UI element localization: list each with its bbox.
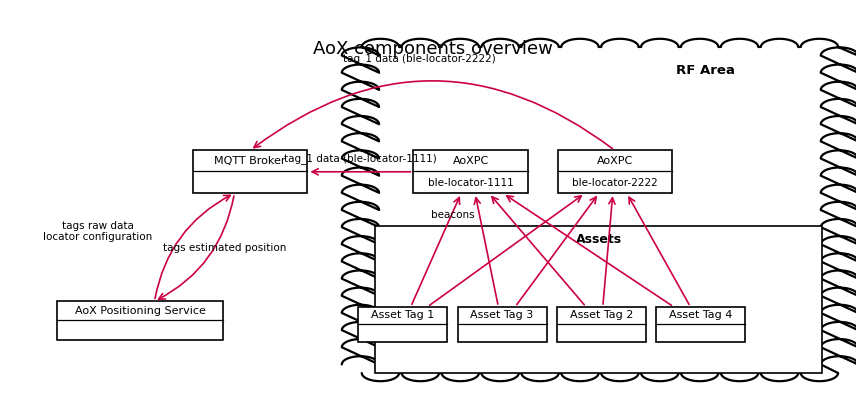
Text: AoXPC: AoXPC — [597, 156, 633, 166]
FancyBboxPatch shape — [458, 307, 547, 342]
Text: RF Area: RF Area — [676, 64, 734, 77]
Text: Asset Tag 1: Asset Tag 1 — [371, 310, 434, 320]
FancyBboxPatch shape — [558, 150, 672, 193]
FancyBboxPatch shape — [193, 150, 307, 193]
FancyBboxPatch shape — [557, 307, 645, 342]
Text: tags estimated position: tags estimated position — [163, 243, 286, 253]
Text: MQTT Broker: MQTT Broker — [215, 156, 286, 166]
Text: AoXPC: AoXPC — [452, 156, 489, 166]
FancyBboxPatch shape — [375, 226, 823, 373]
FancyBboxPatch shape — [413, 150, 528, 193]
Text: ble-locator-1111: ble-locator-1111 — [428, 178, 514, 188]
Text: beacons: beacons — [431, 210, 474, 220]
FancyBboxPatch shape — [358, 307, 447, 342]
Text: AoX Positioning Service: AoX Positioning Service — [74, 306, 206, 315]
Text: Asset Tag 4: Asset Tag 4 — [669, 310, 732, 320]
Text: tag_1 data (ble-locator-2222): tag_1 data (ble-locator-2222) — [343, 53, 497, 64]
Text: ble-locator-2222: ble-locator-2222 — [572, 178, 657, 188]
Text: Asset Tag 3: Asset Tag 3 — [471, 310, 534, 320]
Text: tag_1 data (ble-locator-1111): tag_1 data (ble-locator-1111) — [284, 153, 437, 164]
Text: tags raw data
locator configuration: tags raw data locator configuration — [43, 221, 152, 242]
Text: AoX components overview: AoX components overview — [312, 40, 553, 58]
FancyBboxPatch shape — [656, 307, 745, 342]
FancyBboxPatch shape — [57, 301, 222, 340]
Text: Asset Tag 2: Asset Tag 2 — [569, 310, 633, 320]
Text: Assets: Assets — [575, 233, 622, 246]
